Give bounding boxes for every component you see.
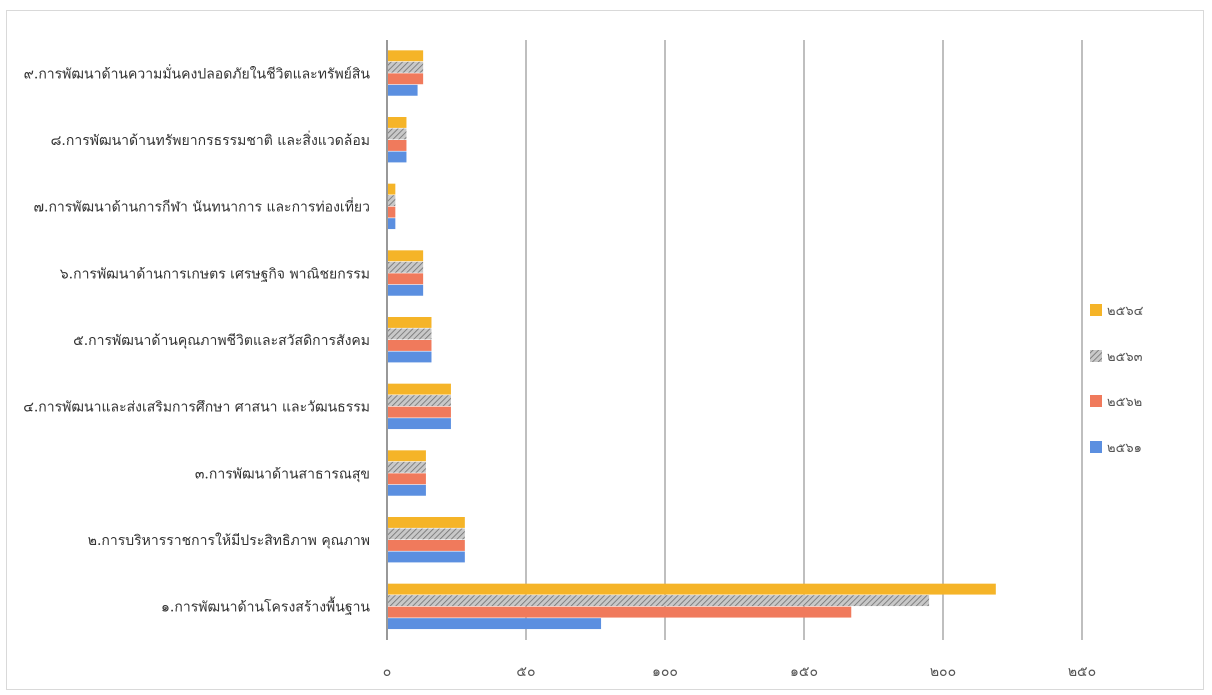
legend-label: ๒๕๖๔ (1107, 304, 1144, 319)
legend-swatch (1090, 304, 1102, 316)
category-label: ๕.การพัฒนาด้านคุณภาพชีวิตและสวัสดิการสัง… (73, 333, 370, 349)
category-label: ๖.การพัฒนาด้านการเกษตร เศรษฐกิจ พาณิชยกร… (60, 266, 370, 282)
legend-label: ๒๕๖๑ (1107, 441, 1142, 456)
x-tick-label: ๑๕๐ (790, 664, 818, 680)
bar (388, 183, 396, 195)
bar (388, 284, 424, 296)
bar (388, 528, 465, 540)
legend-swatch (1090, 441, 1102, 453)
bar (388, 540, 465, 551)
bar (388, 340, 432, 351)
category-label: ๓.การพัฒนาด้านสาธารณสุข (195, 466, 370, 482)
bar (388, 317, 432, 328)
category-label: ๘.การพัฒนาด้านทรัพยากรธรรมชาติ และสิ่งแว… (51, 131, 370, 149)
bar (388, 517, 465, 528)
bars (388, 50, 996, 630)
legend-label: ๒๕๖๓ (1107, 350, 1143, 365)
category-label: ๑.การพัฒนาด้านโครงสร้างพื้นฐาน (161, 597, 370, 616)
x-tick-label: ๒๐๐ (930, 664, 956, 680)
bar (388, 461, 426, 473)
bar (388, 395, 451, 407)
chart-frame (6, 10, 1204, 690)
bar (388, 50, 424, 62)
bar (388, 551, 465, 563)
x-tick-label: ๐ (383, 664, 392, 680)
bar (388, 606, 852, 618)
category-label: ๔.การพัฒนาและส่งเสริมการศึกษา ศาสนา และว… (23, 400, 370, 416)
bar (388, 140, 407, 151)
legend-label: ๒๕๖๒ (1107, 395, 1142, 410)
bar (388, 450, 426, 462)
bar (388, 484, 426, 496)
legend-swatch (1090, 350, 1102, 362)
category-label: ๒.การบริหารราชการให้มีประสิทธิภาพ คุณภาพ (88, 532, 370, 549)
bar (388, 595, 930, 607)
bar (388, 383, 451, 395)
bar (388, 250, 424, 262)
tick-labels: ๐ ๕๐ ๑๐๐ ๑๕๐ ๒๐๐ ๒๕๐ (383, 664, 1096, 680)
x-tick-label: ๑๐๐ (652, 664, 678, 680)
gridlines (525, 40, 1083, 640)
x-tick-label: ๒๕๐ (1068, 664, 1096, 680)
bar (388, 583, 996, 595)
bar (388, 406, 451, 418)
category-label: ๙.การพัฒนาด้านความมั่นคงปลอดภัยในชีวิตแล… (24, 64, 371, 82)
bar (388, 618, 602, 630)
bar (388, 218, 396, 230)
bar (388, 195, 396, 207)
bar (388, 273, 424, 285)
bar (388, 117, 407, 128)
bar (388, 261, 424, 273)
bar (388, 206, 396, 218)
category-label: ๗.การพัฒนาด้านการกีฬา นันทนาการ และการท่… (33, 198, 370, 216)
bar (388, 351, 432, 363)
x-tick-label: ๕๐ (516, 664, 535, 680)
bar (388, 473, 426, 485)
bar (388, 128, 407, 140)
legend-swatch (1090, 395, 1102, 407)
bar (388, 151, 407, 163)
category-labels: ๑.การพัฒนาด้านโครงสร้างพื้นฐาน ๒.การบริหา… (23, 64, 370, 615)
bar (388, 84, 418, 96)
bar (388, 61, 424, 73)
bar (388, 73, 424, 85)
bar (388, 328, 432, 340)
bar (388, 418, 451, 430)
